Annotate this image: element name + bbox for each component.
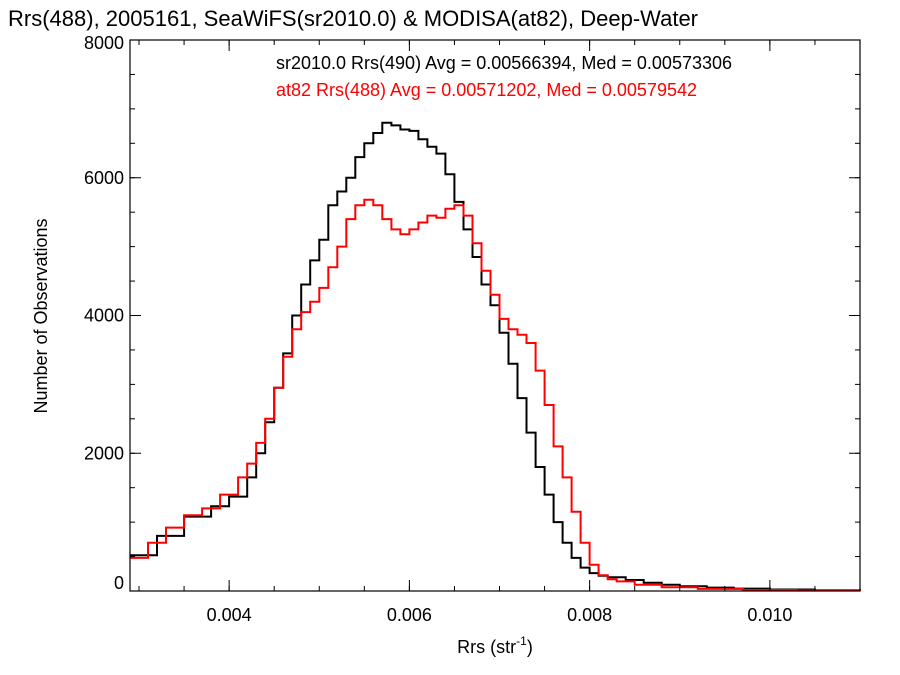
y-tick-label: 4000: [84, 306, 124, 326]
y-tick-label: 0: [114, 573, 124, 593]
x-axis-label-text: Rrs (str: [457, 637, 516, 657]
stats-annotation-red: at82 Rrs(488) Avg = 0.00571202, Med = 0.…: [276, 80, 697, 100]
y-tick-label: 6000: [84, 168, 124, 188]
ticks-layer: 0.004 0.006 0.008 0.010 0 2000 4000 6000 8000: [84, 33, 861, 625]
x-tick-label: 0.008: [567, 605, 612, 625]
x-axis-label-close: ): [527, 637, 533, 657]
series-line-0: [130, 121, 861, 592]
y-tick-label: 2000: [84, 443, 124, 463]
y-axis-label: Number of Observations: [31, 218, 51, 413]
series-layer: [130, 121, 861, 592]
plot-frame: [129, 39, 861, 592]
x-tick-label: 0.004: [207, 605, 252, 625]
stats-annotation-black: sr2010.0 Rrs(490) Avg = 0.00566394, Med …: [276, 53, 732, 73]
x-tick-label: 0.010: [747, 605, 792, 625]
x-axis-label-exponent: -1: [516, 634, 527, 648]
series-line-1: [130, 198, 861, 592]
y-tick-label: 8000: [84, 33, 124, 53]
x-tick-label: 0.006: [387, 605, 432, 625]
chart-title: Rrs(488), 2005161, SeaWiFS(sr2010.0) & M…: [8, 6, 698, 31]
x-axis-label: Rrs (str-1): [457, 634, 533, 657]
